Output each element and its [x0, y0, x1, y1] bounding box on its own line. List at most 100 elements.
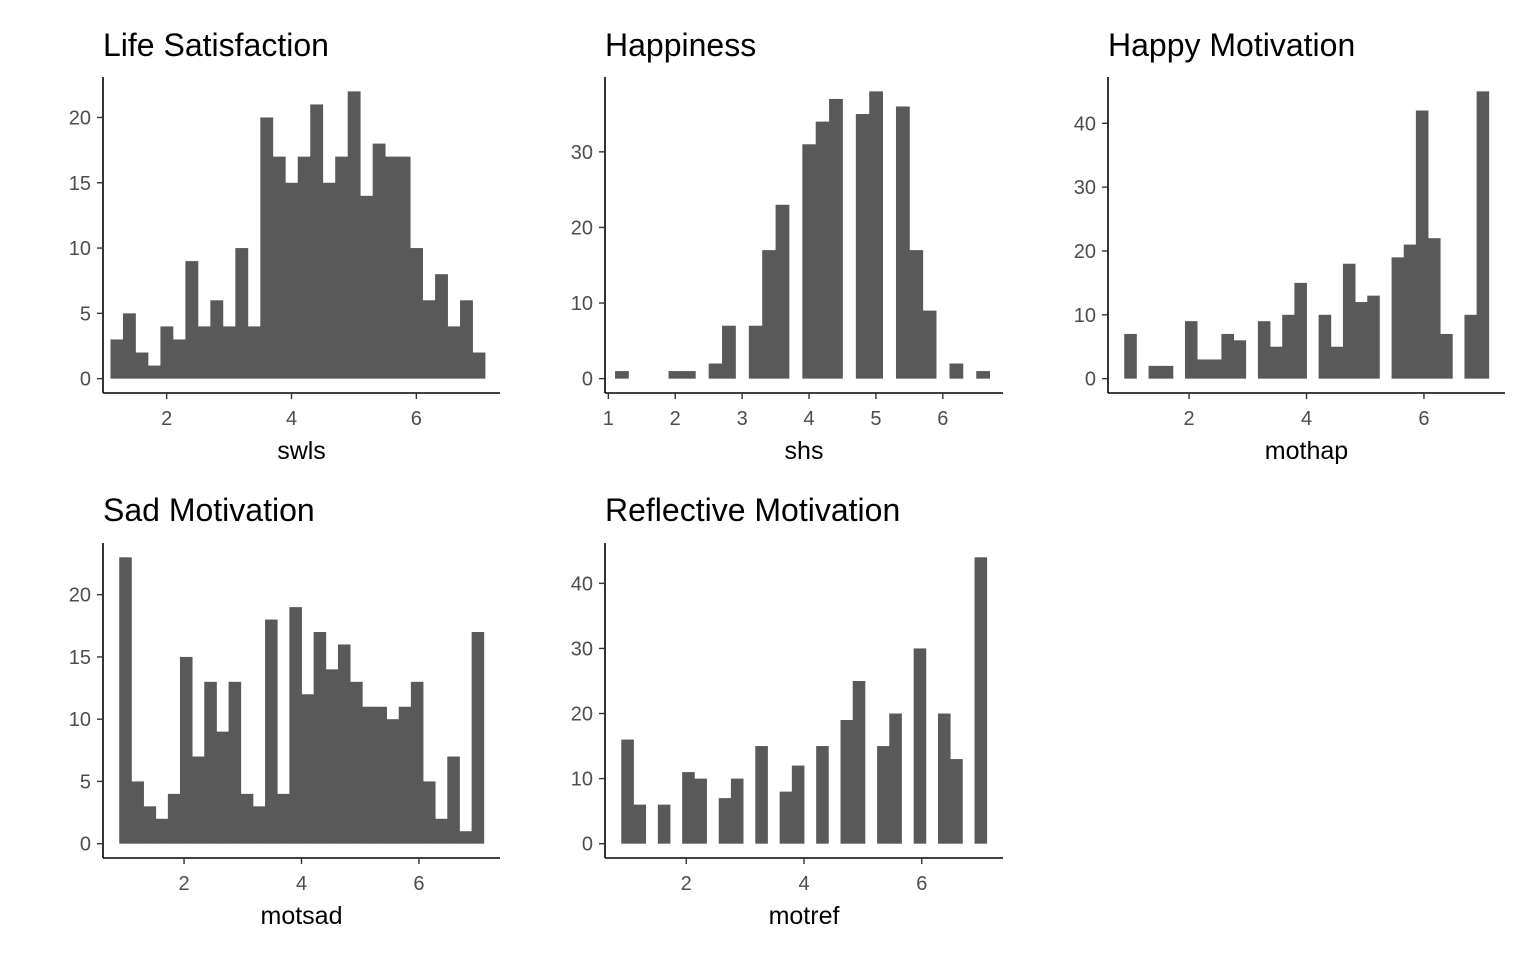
histogram-bar: [855, 114, 870, 379]
x-tick-label: 4: [803, 408, 814, 430]
histogram-bar: [815, 121, 830, 379]
histogram-bar: [748, 325, 763, 379]
histogram-bar: [147, 365, 161, 379]
histogram-bar: [301, 694, 315, 844]
histogram-bar: [472, 352, 486, 379]
x-axis-title: shs: [785, 437, 824, 465]
histogram-bar: [422, 300, 436, 379]
histogram-bar: [909, 250, 924, 379]
x-tick-label: 6: [1418, 408, 1429, 430]
histogram-panel: Reflective Motivation 0 10 20 30 40 2 4 6 motref: [571, 492, 1003, 930]
histogram-bar: [372, 143, 386, 379]
y-tick-label: 0: [1085, 369, 1096, 391]
histogram-bar: [755, 746, 768, 844]
histogram-bar: [252, 806, 266, 844]
histogram-bar: [155, 818, 169, 844]
y-tick-label: 30: [571, 142, 593, 164]
histogram-bar: [802, 144, 817, 379]
histogram-bar: [621, 739, 634, 844]
y-tick-label: 0: [582, 834, 593, 856]
histogram-bar: [1391, 257, 1405, 379]
histogram-bar: [1342, 263, 1356, 379]
histogram-bar: [1124, 333, 1137, 379]
histogram-bar: [1476, 91, 1490, 379]
x-tick-label: 2: [161, 408, 172, 430]
histogram-bar: [1257, 321, 1271, 379]
y-tick-label: 40: [1074, 113, 1096, 135]
histogram-bar: [869, 91, 883, 379]
histogram-bar: [422, 781, 436, 844]
histogram-bar: [762, 250, 776, 379]
histogram-bar: [722, 325, 736, 379]
histogram-bar: [289, 607, 302, 844]
histogram-bar: [460, 300, 473, 379]
histogram-panel: Happy Motivation 0 10 20 30 40 2 4 6 mothap: [1074, 27, 1505, 465]
histogram-bar: [1160, 365, 1174, 379]
panel-title: Reflective Motivation: [605, 492, 900, 528]
histogram-bar: [681, 371, 696, 379]
histogram-bar: [1318, 314, 1332, 379]
x-tick-label: 6: [937, 408, 948, 430]
histogram-bar: [775, 204, 790, 379]
y-tick-label: 0: [80, 834, 91, 856]
panel-title: Sad Motivation: [103, 492, 315, 528]
y-tick-label: 5: [80, 771, 91, 793]
histogram-bar: [313, 632, 327, 844]
histogram-bar: [285, 182, 299, 379]
histogram-bar: [447, 756, 460, 844]
histogram-bar: [135, 352, 149, 379]
bars: [1124, 91, 1490, 379]
histogram-bar: [260, 117, 274, 379]
histogram-bar: [297, 156, 311, 379]
bars: [110, 91, 486, 379]
x-tick-label: 4: [286, 408, 297, 430]
x-tick-label: 2: [681, 873, 692, 895]
panel-title: Life Satisfaction: [103, 27, 329, 63]
histogram-panel: Happiness 0 10 20 30 1 2 3 4 5 6 shs: [571, 27, 1003, 465]
histogram-bar: [895, 106, 910, 379]
histogram-bar: [1209, 359, 1222, 379]
y-tick-label: 30: [1074, 177, 1096, 199]
histogram-bar: [247, 326, 261, 379]
y-tick-label: 10: [69, 709, 91, 731]
histogram-bar: [852, 680, 866, 844]
histogram-bar: [913, 648, 927, 844]
histogram-bar: [1464, 314, 1478, 379]
histogram-bar: [277, 793, 290, 844]
histogram-bar: [694, 778, 707, 844]
histogram-bar: [435, 274, 448, 379]
x-tick-label: 2: [1183, 408, 1194, 430]
histogram-bar: [471, 632, 485, 844]
y-tick-label: 20: [69, 585, 91, 607]
histogram-bar: [240, 793, 254, 844]
bars: [621, 557, 988, 844]
x-tick-label: 6: [411, 408, 422, 430]
x-tick-label: 2: [670, 408, 681, 430]
histogram-bar: [322, 182, 336, 379]
histogram-bar: [335, 156, 349, 379]
histogram-bar: [1330, 346, 1344, 379]
histogram-panel: Life Satisfaction 0 5 10 15 20 2 4 6 swls: [69, 27, 500, 465]
histogram-bar: [974, 557, 988, 844]
y-tick-label: 5: [80, 303, 91, 325]
histogram-bar: [410, 248, 423, 379]
y-tick-label: 15: [69, 173, 91, 195]
histogram-bar: [1270, 346, 1283, 379]
x-tick-label: 4: [798, 873, 809, 895]
histogram-bar: [730, 778, 744, 844]
x-axis-title: motref: [769, 902, 840, 930]
histogram-bar: [410, 681, 424, 844]
x-tick-label: 1: [603, 408, 614, 430]
histogram-bar: [889, 713, 902, 844]
histogram-bar: [791, 765, 805, 844]
histogram-bar: [350, 681, 363, 844]
x-axis-title: swls: [277, 437, 326, 465]
x-tick-label: 4: [296, 873, 307, 895]
x-tick-label: 3: [737, 408, 748, 430]
y-tick-label: 10: [571, 769, 593, 791]
histogram-bar: [937, 713, 951, 844]
bars: [615, 91, 991, 379]
histogram-bar: [718, 798, 732, 844]
histogram-bar: [447, 326, 461, 379]
